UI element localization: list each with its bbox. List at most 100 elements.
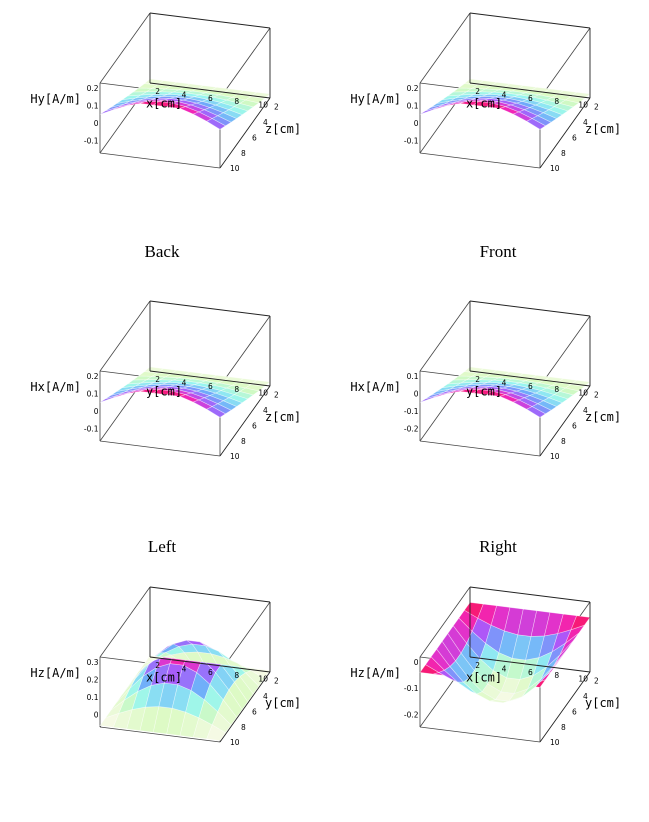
depth-tick-label: 10 xyxy=(550,452,560,461)
z-tick-label: 0 xyxy=(94,407,99,416)
surface-plot-2: 0.2 0.1 0 -0.1 Hy[A/m] 2 4 6 8 10 x[cm] 2 4 6 8 10 z[cm] xyxy=(335,8,649,248)
x-tick-label: 8 xyxy=(234,671,239,680)
depth-axis-label: y[cm] xyxy=(585,696,621,710)
x-tick-label: 2 xyxy=(475,661,480,670)
x-axis-label: x[cm] xyxy=(466,97,502,111)
box-edge-front xyxy=(149,12,271,29)
box-edge-back xyxy=(99,152,221,169)
z-tick-label: 0.1 xyxy=(87,389,99,398)
x-tick-label: 4 xyxy=(502,379,507,388)
surface-svg: 0.10-0.1-0.2Hx[A/m]2 4 6 8 10y[cm] 246810z[cm… xyxy=(350,300,621,461)
surface-plot-4: 0.1 0 -0.1 -0.2 Hx[A/m] 2 4 6 8 10 y[cm] 2 4 6 8 10 z[cm… xyxy=(335,296,649,536)
depth-tick-label: 2 xyxy=(594,677,599,686)
x-axis-label: y[cm] xyxy=(466,385,502,399)
depth-axis-label: y[cm] xyxy=(265,696,301,710)
x-tick-label: 6 xyxy=(528,668,533,677)
z-axis-label: Hy[A/m] xyxy=(30,92,81,106)
box-edge-front xyxy=(469,656,591,673)
box-edge-front xyxy=(149,586,271,603)
z-tick-label: 0.2 xyxy=(87,84,99,93)
z-tick-label: -0.1 xyxy=(404,136,419,145)
z-tick-label: 0 xyxy=(414,658,419,667)
depth-tick-label: 4 xyxy=(263,692,268,701)
depth-tick-label: 10 xyxy=(550,164,560,173)
z-axis-label: Hx[A/m] xyxy=(350,380,401,394)
box-edge-front xyxy=(149,300,271,317)
depth-tick-label: 4 xyxy=(583,692,588,701)
z-tick-label: 0.2 xyxy=(87,675,99,684)
x-tick-label: 4 xyxy=(502,665,507,674)
depth-tick-label: 2 xyxy=(274,103,279,112)
depth-axis-label: z[cm] xyxy=(585,122,621,136)
x-axis-label: y[cm] xyxy=(146,385,182,399)
depth-tick-label: 10 xyxy=(550,738,560,747)
depth-tick-label: 4 xyxy=(263,118,268,127)
x-tick-label: 8 xyxy=(554,385,559,394)
depth-tick-label: 10 xyxy=(230,738,240,747)
z-tick-label: -0.1 xyxy=(404,684,419,693)
box-edge-back xyxy=(99,726,221,743)
depth-tick-label: 4 xyxy=(583,406,588,415)
x-tick-label: 10 xyxy=(258,388,268,397)
box-edge-front xyxy=(469,586,591,603)
z-tick-label: 0.2 xyxy=(407,84,419,93)
depth-tick-label: 8 xyxy=(241,149,246,158)
box-edge-back xyxy=(99,440,221,457)
z-tick-label: 0.1 xyxy=(407,101,419,110)
depth-tick-label: 10 xyxy=(230,452,240,461)
x-tick-label: 4 xyxy=(182,91,187,100)
box-edge-front xyxy=(539,671,591,743)
z-tick-label: -0.2 xyxy=(404,710,419,719)
box-edge-front xyxy=(539,97,591,169)
x-tick-label: 4 xyxy=(502,91,507,100)
depth-tick-label: 2 xyxy=(594,391,599,400)
surface-plot-5: 0.3 0.2 0.1 0 Hz[A/m] 2 4 6 8 10 x[cm] 2 4 6 8 10 y[cm] xyxy=(15,582,335,822)
depth-tick-label: 6 xyxy=(252,421,257,430)
depth-tick-label: 4 xyxy=(263,406,268,415)
depth-axis-label: z[cm] xyxy=(585,410,621,424)
box-edge-back xyxy=(99,12,151,84)
depth-axis-label: z[cm] xyxy=(265,410,301,424)
depth-tick-label: 6 xyxy=(252,133,257,142)
box-edge-front xyxy=(219,97,271,169)
x-tick-label: 2 xyxy=(155,87,160,96)
x-tick-label: 10 xyxy=(578,100,588,109)
depth-tick-label: 8 xyxy=(561,149,566,158)
box-edge-back xyxy=(419,12,471,84)
box-edge-front xyxy=(469,370,591,387)
x-tick-label: 6 xyxy=(528,94,533,103)
z-tick-label: -0.1 xyxy=(84,136,99,145)
depth-tick-label: 8 xyxy=(241,723,246,732)
box-edge-front xyxy=(149,82,271,99)
box-edge-back xyxy=(539,315,591,387)
depth-tick-label: 8 xyxy=(241,437,246,446)
z-tick-label: 0 xyxy=(414,119,419,128)
x-tick-label: 6 xyxy=(528,382,533,391)
depth-axis-label: z[cm] xyxy=(265,122,301,136)
box-edge-front xyxy=(469,82,591,99)
z-tick-label: 0.1 xyxy=(87,101,99,110)
box-edge-front xyxy=(469,12,591,29)
caption-front: Front xyxy=(479,242,517,261)
box-edge-back xyxy=(419,440,541,457)
surface-plot-6: 0 -0.1 -0.2 Hz[A/m] 2 4 6 8 10 x[cm] 2 4 6 8 10 y[cm] xyxy=(335,582,649,822)
box-edge-back xyxy=(99,300,151,372)
box-edge-front xyxy=(539,385,591,457)
surface-plot-3: 0.2 0.1 0 -0.1 Hx[A/m] 2 4 6 8 10 y[cm] 2 4 6 8 10 z[cm] xyxy=(15,296,335,536)
depth-tick-label: 2 xyxy=(274,391,279,400)
box-edge-back xyxy=(99,586,151,658)
surface-patch xyxy=(570,615,591,631)
x-tick-label: 8 xyxy=(234,97,239,106)
x-axis-label: x[cm] xyxy=(146,97,182,111)
x-axis-label: x[cm] xyxy=(146,671,182,685)
box-edge-front xyxy=(219,671,271,743)
x-tick-label: 2 xyxy=(155,661,160,670)
box-edge-front xyxy=(149,656,271,673)
surface-plot-1: 0.2 0.1 0 -0.1 Hy[A/m] 2 4 6 8 10 x[cm] 2 4 6 8 10 z[cm] xyxy=(15,8,335,248)
x-tick-label: 10 xyxy=(578,388,588,397)
x-tick-label: 2 xyxy=(475,87,480,96)
x-tick-label: 4 xyxy=(182,379,187,388)
